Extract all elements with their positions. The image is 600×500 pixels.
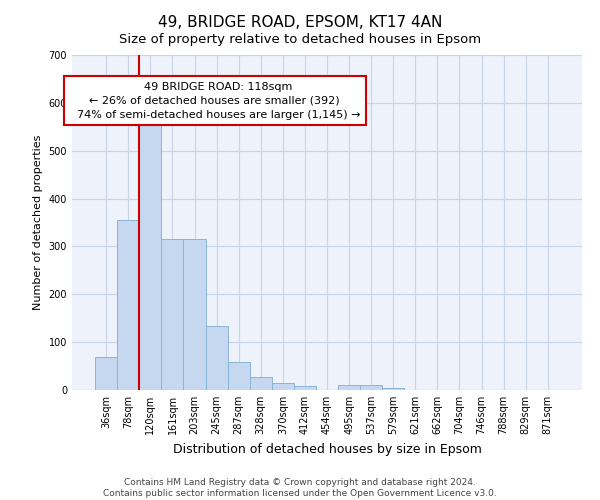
Bar [294, 386, 316, 390]
Text: Contains HM Land Registry data © Crown copyright and database right 2024.
Contai: Contains HM Land Registry data © Crown c… [103, 478, 497, 498]
Bar [206, 326, 227, 390]
Y-axis label: Number of detached properties: Number of detached properties [33, 135, 43, 310]
Bar [227, 362, 250, 390]
Bar [95, 356, 117, 390]
Bar [382, 388, 404, 390]
Bar [161, 240, 184, 390]
Bar [184, 240, 206, 390]
Bar [139, 117, 161, 390]
Bar [272, 383, 294, 390]
Bar [117, 220, 139, 390]
Bar [360, 385, 382, 390]
Text: 49 BRIDGE ROAD: 118sqm
← 26% of detached houses are smaller (392)
  74% of semi-: 49 BRIDGE ROAD: 118sqm ← 26% of detached… [70, 82, 360, 120]
Text: 49, BRIDGE ROAD, EPSOM, KT17 4AN: 49, BRIDGE ROAD, EPSOM, KT17 4AN [158, 15, 442, 30]
Text: Size of property relative to detached houses in Epsom: Size of property relative to detached ho… [119, 32, 481, 46]
Bar [250, 377, 272, 390]
Bar [338, 385, 360, 390]
X-axis label: Distribution of detached houses by size in Epsom: Distribution of detached houses by size … [173, 442, 481, 456]
